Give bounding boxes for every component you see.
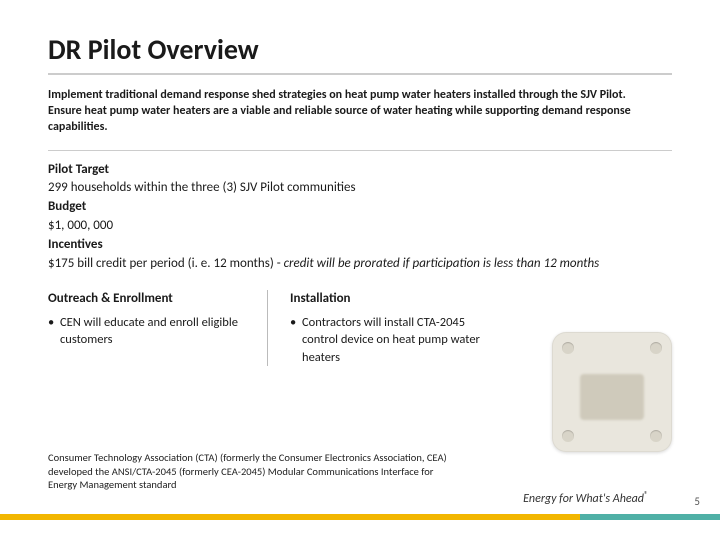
footer-bar-teal: [580, 514, 720, 520]
details-block: Pilot Target 299 households within the t…: [48, 161, 668, 274]
installation-column: Installation Contractors will install CT…: [268, 290, 508, 367]
pilot-target-value: 299 households within the three (3) SJV …: [48, 179, 668, 198]
incentives-value-note: credit will be prorated if participation…: [284, 256, 600, 271]
footer-accent-bar: [0, 514, 720, 520]
page-title: DR Pilot Overview: [48, 32, 672, 67]
outreach-column: Outreach & Enrollment CEN will educate a…: [48, 290, 268, 367]
budget-value: $1, 000, 000: [48, 217, 668, 236]
pilot-target-label: Pilot Target: [48, 161, 668, 180]
slide: DR Pilot Overview Implement traditional …: [0, 0, 720, 540]
registered-mark-icon: ®: [644, 490, 648, 500]
outreach-list: CEN will educate and enroll eligible cus…: [48, 314, 245, 349]
list-item: Contractors will install CTA-2045 contro…: [290, 314, 490, 367]
device-panel: [580, 374, 644, 420]
device-image: [552, 332, 672, 452]
footer-bar-yellow: [0, 514, 580, 520]
device-screw-icon: [650, 430, 662, 442]
device-screw-icon: [562, 430, 574, 442]
footnote: Consumer Technology Association (CTA) (f…: [48, 451, 448, 492]
page-number: 5: [694, 495, 700, 508]
slogan-text: Energy for What's Ahead: [523, 492, 644, 506]
installation-heading: Installation: [290, 290, 490, 308]
slogan: Energy for What's Ahead®: [523, 490, 648, 506]
intro-paragraph: Implement traditional demand response sh…: [48, 87, 638, 136]
installation-list: Contractors will install CTA-2045 contro…: [290, 314, 490, 367]
incentives-value-main: $175 bill credit per period (i. e. 12 mo…: [48, 256, 284, 271]
incentives-value: $175 bill credit per period (i. e. 12 mo…: [48, 255, 668, 274]
outreach-heading: Outreach & Enrollment: [48, 290, 245, 308]
budget-label: Budget: [48, 198, 668, 217]
list-item: CEN will educate and enroll eligible cus…: [48, 314, 245, 349]
incentives-label: Incentives: [48, 236, 668, 255]
divider: [48, 150, 672, 151]
title-rule: [48, 73, 672, 75]
